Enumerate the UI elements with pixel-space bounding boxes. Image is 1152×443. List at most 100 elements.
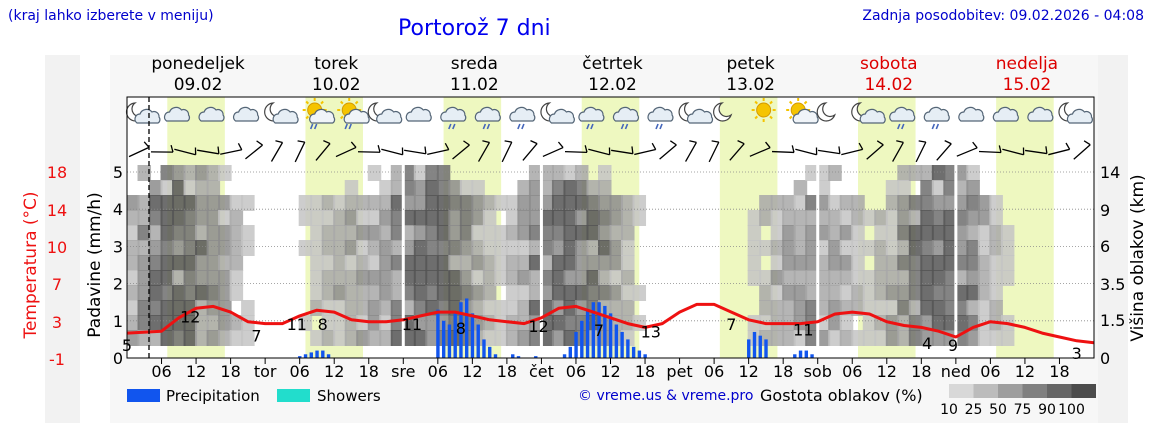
precip-tick: 0	[113, 349, 123, 368]
cloud-cell	[137, 165, 152, 181]
wind-shaft	[335, 146, 357, 158]
cloud-cell	[586, 285, 600, 301]
cloud-cell	[494, 300, 508, 316]
sun-ray	[340, 115, 344, 120]
wind-shaft	[1002, 148, 1024, 156]
cloud-cell	[793, 270, 808, 286]
precip-bar	[476, 324, 480, 358]
cloud-cell	[206, 165, 221, 181]
precip-bar	[298, 356, 302, 358]
cloud-cell	[183, 225, 198, 241]
x-tick-label: 18	[359, 362, 379, 381]
cloud-cell	[517, 270, 531, 286]
cloud-cell	[621, 330, 635, 346]
cloud-cell	[459, 180, 474, 196]
precip-bar	[309, 352, 313, 358]
x-tick-label: ned	[941, 362, 971, 381]
cloud-cell	[218, 240, 232, 256]
cloud-cell	[977, 255, 992, 271]
cloud-cell	[172, 165, 186, 181]
cloud-cell	[402, 240, 416, 256]
cloud-cell	[931, 270, 946, 286]
moon-icon	[713, 102, 733, 122]
cloud-shape	[309, 108, 336, 124]
wind-feather	[896, 140, 904, 144]
cloud-shape	[612, 106, 640, 122]
cloud-cell	[816, 255, 831, 271]
cloud-cell	[413, 195, 428, 211]
wind-barb	[611, 146, 634, 155]
cloud-cell	[943, 255, 957, 271]
cloud-cell	[897, 165, 911, 181]
cloud-cell	[816, 285, 831, 301]
cloud-cell	[966, 225, 980, 241]
cloud-cell	[528, 225, 543, 241]
wind-barb	[1073, 140, 1091, 160]
cloud-cell	[356, 270, 370, 286]
cloud-cell	[989, 330, 1003, 346]
cloud-cell	[782, 330, 796, 346]
cloud-cell	[471, 210, 485, 226]
cloud-cell	[413, 210, 428, 226]
day-name: sobota	[860, 54, 918, 74]
cloud-cell	[920, 330, 934, 346]
cloud-cell	[851, 195, 865, 211]
day-name: ponedeljek	[151, 54, 245, 74]
cloud-cell	[874, 300, 888, 316]
cloud-cell	[551, 210, 566, 226]
cloud-cell	[149, 270, 163, 286]
cloud-cell	[448, 180, 462, 196]
cloud-cell	[862, 240, 877, 256]
cloud-cell	[344, 330, 359, 346]
cloud-cell	[402, 270, 416, 286]
cloud-cell	[172, 240, 186, 256]
cloud-cell	[931, 180, 946, 196]
cloud-cell	[229, 315, 244, 331]
cloud-cell	[218, 165, 232, 181]
cloud-cell	[425, 270, 439, 286]
x-tick-label: čet	[529, 362, 554, 381]
precip-bar	[614, 324, 619, 358]
sun-cloud-rain-icon	[337, 98, 370, 130]
cloud-cell	[321, 210, 336, 226]
cloud-cell	[851, 255, 865, 271]
precip-bar	[764, 339, 768, 358]
wind-shaft	[659, 144, 677, 160]
cloud-cell	[310, 195, 324, 211]
cloud-cell	[839, 270, 854, 286]
x-tick-label: 06	[289, 362, 309, 381]
cloud-cell	[218, 285, 232, 301]
wind-barb	[892, 140, 904, 162]
cloud-cell	[482, 330, 497, 346]
cloud-shape	[376, 108, 403, 124]
cloud-cell	[851, 240, 865, 256]
cloud-cell	[413, 225, 428, 241]
wind-feather	[1083, 140, 1091, 146]
cloud-cell	[759, 210, 773, 226]
cloud-cell	[920, 240, 934, 256]
cloud-cell	[471, 240, 485, 256]
wind-feather	[631, 146, 634, 154]
cloud-icon	[992, 106, 1019, 122]
cloud-cell	[563, 165, 577, 181]
cloud-cell	[505, 210, 520, 226]
wind-shaft	[452, 144, 470, 160]
wind-barb	[477, 140, 491, 162]
wind-barb	[542, 141, 564, 158]
cloud-cell	[172, 210, 186, 226]
wind-feather	[815, 147, 818, 155]
cloud-cell	[908, 255, 923, 271]
wind-barb	[335, 141, 357, 158]
wind-barb	[729, 140, 745, 161]
cloud-cell	[839, 195, 854, 211]
cloud-cell	[586, 270, 600, 286]
cloud-cell	[528, 270, 543, 286]
cloud-cell	[402, 210, 416, 226]
temp-label: 11	[287, 315, 307, 334]
cloud-cell	[206, 270, 221, 286]
cloud-cell	[954, 225, 969, 241]
credit-link[interactable]: © vreme.us & vreme.pro	[578, 388, 754, 404]
cloud-cell	[218, 195, 232, 211]
cloud-cell	[333, 225, 347, 241]
cloud-cell	[183, 240, 198, 256]
